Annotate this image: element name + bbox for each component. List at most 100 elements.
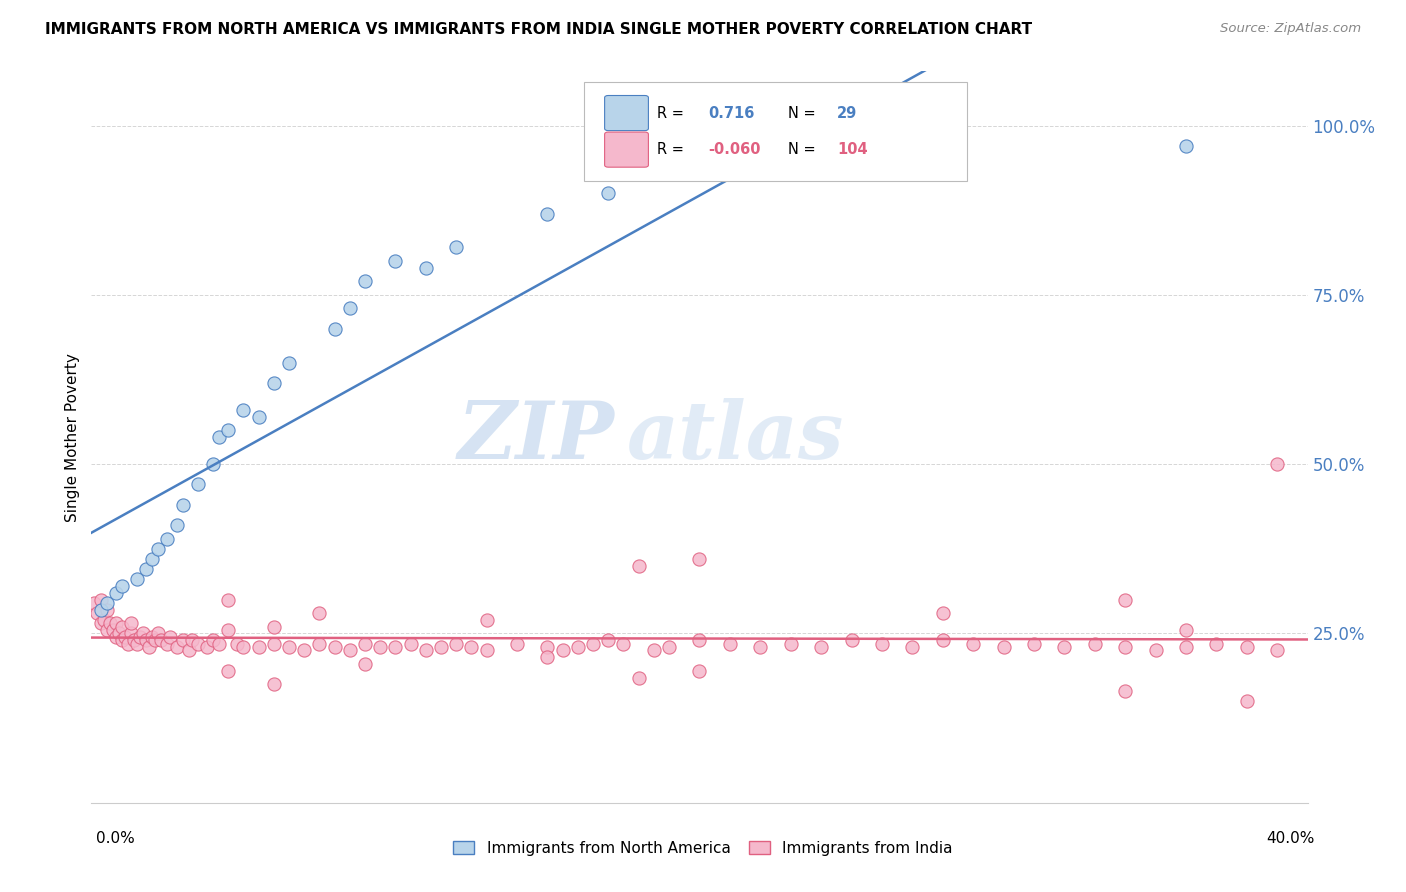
Text: 104: 104 (837, 142, 868, 157)
Point (1265, 457, 1288, 471)
Legend: Immigrants from North America, Immigrants from India: Immigrants from North America, Immigrant… (447, 835, 959, 862)
Point (354, 274, 377, 288)
Point (643, 643, 665, 657)
Point (323, 640, 346, 654)
Text: N =: N = (789, 105, 821, 120)
Point (101, 623, 124, 637)
Point (263, 677, 285, 691)
Point (208, 637, 231, 651)
FancyBboxPatch shape (605, 95, 648, 130)
Text: N =: N = (789, 142, 821, 157)
Point (658, 166, 681, 180)
Text: 0.0%: 0.0% (96, 831, 135, 846)
Point (217, 592, 239, 607)
Point (292, 643, 315, 657)
Point (114, 630, 136, 644)
Point (202, 457, 225, 471)
Point (688, 552, 710, 566)
Point (125, 637, 148, 651)
Point (156, 637, 179, 651)
Point (1114, 592, 1136, 607)
Point (187, 477, 209, 491)
Point (688, 633, 710, 648)
Point (308, 637, 330, 651)
Point (148, 541, 170, 556)
Point (180, 633, 202, 648)
Point (993, 640, 1015, 654)
Point (1236, 640, 1258, 654)
Point (166, 518, 188, 533)
Point (1114, 684, 1136, 698)
Point (368, 640, 391, 654)
Point (339, 643, 361, 657)
Point (247, 409, 270, 424)
Point (384, 640, 406, 654)
Point (217, 623, 239, 637)
Point (551, 643, 574, 657)
Point (841, 633, 863, 648)
Point (104, 616, 127, 631)
Point (278, 355, 301, 369)
Point (931, 606, 953, 620)
Point (135, 562, 157, 576)
Text: 40.0%: 40.0% (1267, 831, 1315, 846)
Point (399, 637, 422, 651)
Point (779, 637, 801, 651)
Point (263, 620, 285, 634)
Point (506, 637, 529, 651)
Text: R =: R = (657, 105, 689, 120)
Point (354, 657, 377, 671)
Point (1144, 643, 1167, 657)
Point (172, 498, 194, 512)
Point (810, 640, 832, 654)
Point (444, 637, 467, 651)
Point (1084, 637, 1107, 651)
Point (156, 532, 179, 546)
Point (962, 637, 984, 651)
Point (104, 630, 127, 644)
Point (141, 630, 163, 644)
Text: Source: ZipAtlas.com: Source: ZipAtlas.com (1220, 22, 1361, 36)
Point (1236, 694, 1258, 708)
Point (135, 633, 157, 648)
Point (132, 626, 155, 640)
Point (263, 637, 285, 651)
Point (1022, 637, 1045, 651)
Point (217, 664, 239, 678)
Point (96, 603, 118, 617)
Point (89, 603, 111, 617)
Point (1174, 623, 1197, 637)
Point (143, 633, 166, 648)
Point (217, 423, 239, 437)
Point (567, 640, 589, 654)
Point (475, 643, 498, 657)
Point (86, 606, 108, 620)
Point (278, 640, 301, 654)
Point (931, 633, 953, 648)
Point (444, 240, 467, 254)
Point (226, 637, 249, 651)
Point (159, 630, 181, 644)
Point (117, 637, 139, 651)
Point (658, 640, 681, 654)
Point (1053, 640, 1076, 654)
Text: R =: R = (657, 142, 689, 157)
Point (232, 640, 254, 654)
Point (104, 586, 127, 600)
Point (125, 572, 148, 586)
Point (598, 186, 620, 201)
Point (1265, 643, 1288, 657)
Text: IMMIGRANTS FROM NORTH AMERICA VS IMMIGRANTS FROM INDIA SINGLE MOTHER POVERTY COR: IMMIGRANTS FROM NORTH AMERICA VS IMMIGRA… (45, 22, 1032, 37)
Point (122, 633, 145, 648)
Point (1174, 640, 1197, 654)
Point (232, 403, 254, 417)
Point (107, 626, 129, 640)
Point (247, 640, 270, 654)
Point (384, 254, 406, 268)
Point (166, 640, 188, 654)
Point (202, 633, 225, 648)
Text: atlas: atlas (627, 399, 844, 475)
Point (148, 626, 170, 640)
Point (208, 430, 231, 444)
Point (598, 633, 620, 648)
